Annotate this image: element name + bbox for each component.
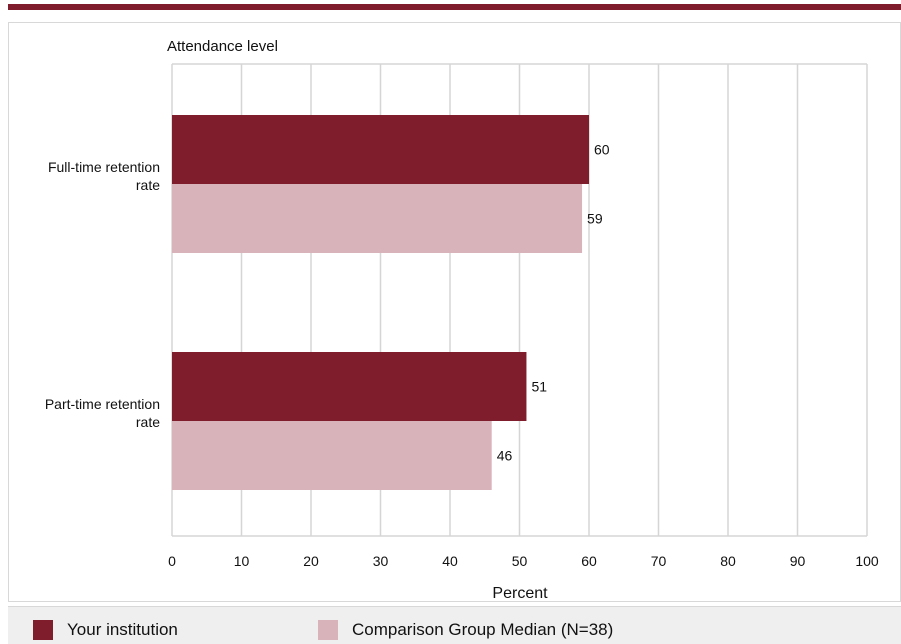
x-axis-label: Percent <box>492 585 548 602</box>
chart-title: Attendance level <box>167 38 278 55</box>
header-rule <box>8 4 901 10</box>
bar <box>172 352 527 421</box>
legend-item-comparison-group: Comparison Group Median (N=38) <box>318 620 613 640</box>
data-labels: 60 59 51 46 <box>497 142 610 464</box>
bars <box>172 115 589 490</box>
x-tick-label: 40 <box>442 553 458 569</box>
bar <box>172 184 583 253</box>
bar-value-label: 46 <box>497 448 513 464</box>
x-tick-label: 90 <box>790 553 806 569</box>
x-tick-label: 60 <box>581 553 597 569</box>
gridlines <box>171 63 868 537</box>
legend-swatch <box>33 620 53 640</box>
retention-bar-chart: Attendance level 60 59 51 46 Full-time rete… <box>45 38 879 602</box>
legend: Your institution Comparison Group Median… <box>8 606 901 644</box>
legend-swatch <box>318 620 338 640</box>
x-tick-label: 10 <box>234 553 250 569</box>
category-label: Full-time retention rate <box>48 159 160 193</box>
bar <box>172 115 589 184</box>
legend-label: Your institution <box>67 620 178 639</box>
bar-value-label: 59 <box>587 211 603 227</box>
x-tick-labels: 0 10 20 30 40 50 60 70 80 90 100 <box>168 553 879 569</box>
category-labels: Full-time retention rate Part-time retenti… <box>45 159 160 430</box>
category-label: Part-time retention rate <box>45 396 160 430</box>
x-tick-label: 30 <box>373 553 389 569</box>
bar-value-label: 51 <box>531 379 547 395</box>
x-tick-label: 20 <box>303 553 319 569</box>
bar <box>172 421 492 490</box>
x-tick-label: 70 <box>651 553 667 569</box>
x-tick-label: 50 <box>512 553 528 569</box>
x-tick-label: 0 <box>168 553 176 569</box>
legend-item-your-institution: Your institution <box>33 620 178 640</box>
legend-label: Comparison Group Median (N=38) <box>352 620 614 639</box>
x-tick-label: 100 <box>855 553 879 569</box>
bar-value-label: 60 <box>594 142 610 158</box>
x-tick-label: 80 <box>720 553 736 569</box>
